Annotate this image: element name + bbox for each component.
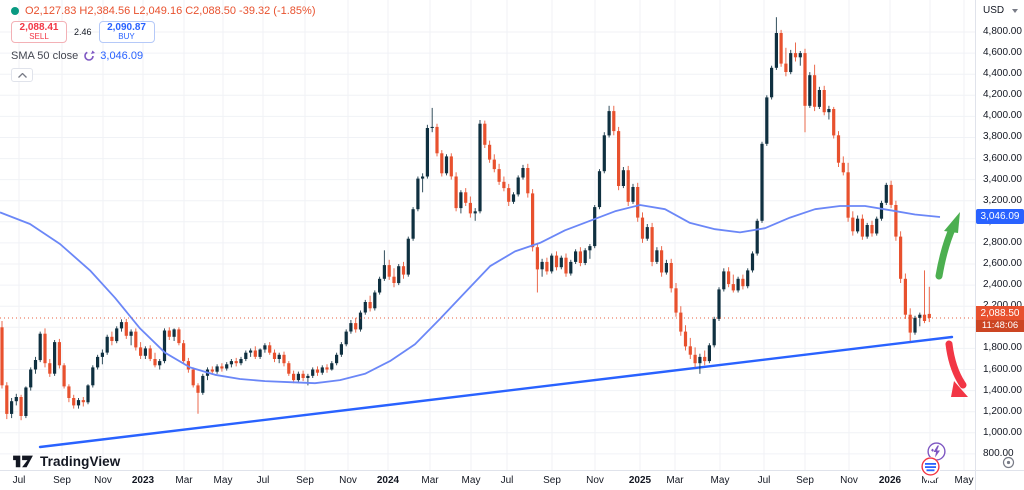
ohlc-row[interactable]: O2,127.83 H2,384.56 L2,049.16 C2,088.50 …	[11, 5, 316, 17]
tradingview-logo-icon	[13, 455, 33, 468]
time-tick-year: 2025	[628, 475, 652, 486]
ohlc-values: O2,127.83 H2,384.56 L2,049.16 C2,088.50 …	[25, 5, 316, 17]
time-tick-month: Nov	[339, 475, 357, 486]
chevron-up-icon	[17, 72, 27, 78]
time-tick-year: 2023	[131, 475, 155, 486]
trade-buttons: 2,088.41 SELL 2.46 2,090.87 BUY	[11, 21, 316, 43]
price-axis-label: 4,400.00	[983, 68, 1022, 79]
price-axis-label: 1,800.00	[983, 342, 1022, 353]
price-axis-label: 1,200.00	[983, 406, 1022, 417]
time-tick-month: Nov	[586, 475, 604, 486]
price-axis-label: 2,400.00	[983, 279, 1022, 290]
flag-stripes-icon	[921, 457, 940, 476]
up-arrow-head	[944, 212, 960, 233]
time-axis-separator	[0, 470, 1024, 471]
buy-price: 2,090.87	[107, 21, 146, 33]
economic-event-flag-icon[interactable]	[921, 457, 940, 481]
price-axis-label: 1,600.00	[983, 364, 1022, 375]
time-tick-month: Sep	[53, 475, 71, 486]
chevron-down-icon	[1012, 8, 1019, 13]
time-tick-month: Mar	[421, 475, 439, 486]
sell-button[interactable]: 2,088.41 SELL	[11, 21, 67, 43]
time-tick-month: May	[954, 475, 974, 486]
down-arrow-shaft	[945, 340, 967, 389]
price-axis-label: 4,000.00	[983, 110, 1022, 121]
bar-countdown: 11:48:06	[976, 320, 1024, 332]
indicator-value: 3,046.09	[100, 50, 144, 62]
price-axis-label: 3,800.00	[983, 131, 1022, 142]
last-price-badge: 2,088.50 11:48:06	[976, 306, 1024, 332]
indicator-name: SMA 50 close	[11, 50, 79, 62]
price-axis-label: 2,800.00	[983, 237, 1022, 248]
sell-price: 2,088.41	[19, 21, 59, 33]
gear-icon	[1002, 456, 1015, 469]
spread-value: 2.46	[74, 27, 92, 37]
currency-selector[interactable]: USD	[983, 5, 1019, 16]
time-tick-month: Nov	[94, 475, 112, 486]
price-axis-label: 3,400.00	[983, 174, 1022, 185]
price-axis-label: 3,600.00	[983, 153, 1022, 164]
tradingview-wordmark: TradingView	[40, 453, 121, 469]
time-axis[interactable]: Jul Sep Nov 2023 Mar May Jul Sep Nov 2024 Mar May Ju…	[0, 471, 975, 490]
time-tick-month: Jul	[256, 475, 270, 486]
time-tick-month: Mar	[175, 475, 193, 486]
legend-collapse-button[interactable]	[11, 68, 33, 82]
price-axis-label: 1,400.00	[983, 385, 1022, 396]
price-axis-label: 3,200.00	[983, 195, 1022, 206]
price-axis-label: 4,600.00	[983, 47, 1022, 58]
chart-generated-layers	[0, 0, 975, 470]
up-arrow-annotation[interactable]	[935, 212, 960, 280]
down-arrow-head	[951, 381, 968, 397]
down-arrow-annotation[interactable]	[945, 340, 968, 397]
currency-label: USD	[983, 5, 1005, 16]
time-tick-month: Jul	[500, 475, 514, 486]
time-tick-month: May	[213, 475, 233, 486]
time-tick-month: Sep	[296, 475, 314, 486]
time-tick-year: 2026	[878, 475, 902, 486]
price-axis-separator	[975, 0, 976, 490]
last-price-value: 2,088.50	[976, 306, 1024, 320]
time-tick-month: May	[461, 475, 481, 486]
price-axis[interactable]: USD 4,800.00 4,600.00 4,400.00 4,200.00 4,00…	[976, 0, 1024, 470]
time-tick-month: Sep	[796, 475, 814, 486]
buy-button[interactable]: 2,090.87 BUY	[98, 21, 155, 43]
time-tick-month: Nov	[840, 475, 858, 486]
market-status-dot	[11, 7, 19, 15]
time-tick-month: May	[710, 475, 730, 486]
chart-legend: O2,127.83 H2,384.56 L2,049.16 C2,088.50 …	[11, 5, 316, 82]
price-axis-label: 1,000.00	[983, 427, 1022, 438]
time-tick-month: Jul	[12, 475, 26, 486]
buy-label: BUY	[118, 32, 135, 42]
price-axis-label: 4,200.00	[983, 89, 1022, 100]
price-axis-label: 800.00	[983, 448, 1014, 459]
indicator-loading-icon	[84, 50, 96, 61]
time-tick-month: Jul	[757, 475, 771, 486]
sma-price-badge: 3,046.09	[976, 209, 1024, 224]
axis-settings-button[interactable]	[1002, 456, 1015, 474]
price-axis-label: 2,200.00	[983, 300, 1022, 311]
time-tick-month: Sep	[543, 475, 561, 486]
time-tick-month: Mar	[666, 475, 684, 486]
up-arrow-shaft	[935, 223, 957, 280]
time-tick-year: 2024	[376, 475, 400, 486]
price-axis-label: 2,600.00	[983, 258, 1022, 269]
price-axis-label: 4,800.00	[983, 26, 1022, 37]
indicator-row[interactable]: SMA 50 close 3,046.09	[11, 50, 316, 62]
sell-label: SELL	[29, 32, 49, 42]
tradingview-attribution[interactable]: TradingView	[12, 452, 120, 470]
